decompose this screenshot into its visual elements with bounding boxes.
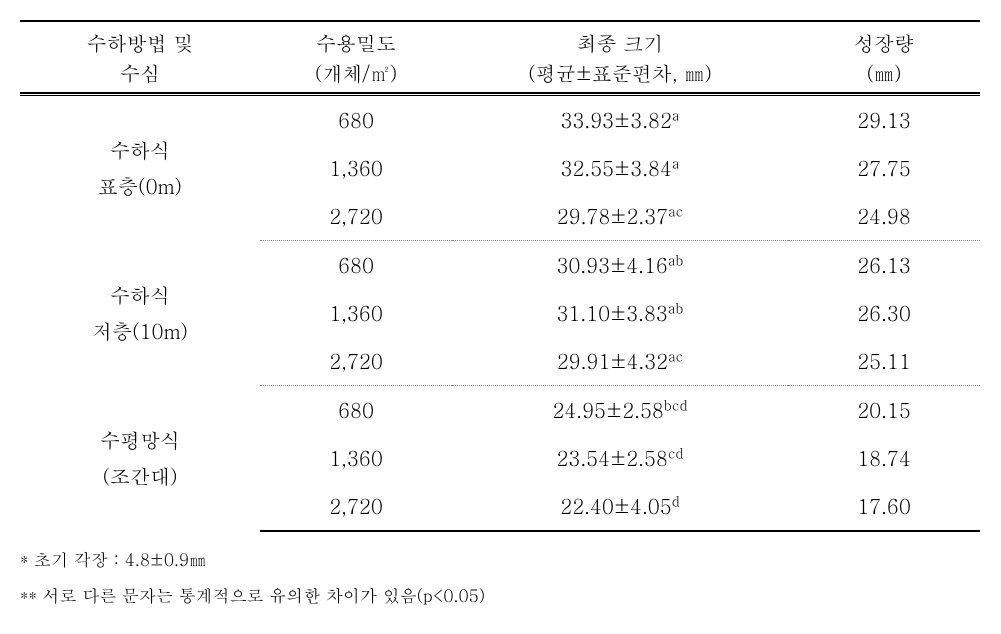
header-growth-l2: (㎜) xyxy=(866,58,901,87)
header-method-l2: 수심 xyxy=(120,58,160,87)
size-cell: 29.78±2.37ac xyxy=(452,192,788,241)
density-cell: 2,720 xyxy=(260,482,452,531)
header-density-l1: 수용밀도 xyxy=(316,28,396,57)
growth-cell: 26.30 xyxy=(788,289,980,337)
size-cell: 31.10±3.83ab xyxy=(452,289,788,337)
growth-cell: 29.13 xyxy=(788,95,980,145)
density-cell: 1,360 xyxy=(260,289,452,337)
method-line1: 수하식 xyxy=(110,280,170,309)
growth-cell: 27.75 xyxy=(788,144,980,192)
growth-cell: 18.74 xyxy=(788,434,980,482)
data-table: 수하방법 및 수심 수용밀도 (개체/㎡) 최종 크기 (평균±표준편차, ㎜)… xyxy=(20,20,980,532)
table-row: 수평망식(조간대)68024.95±2.58bcd20.15 xyxy=(20,386,980,435)
size-cell: 32.55±3.84a xyxy=(452,144,788,192)
size-sup: ab xyxy=(668,249,684,269)
footnote-2: ** 서로 다른 문자는 통계적으로 유의한 차이가 있음(p<0.05) xyxy=(20,578,980,612)
header-growth-l1: 성장량 xyxy=(854,28,914,57)
size-cell: 23.54±2.58cd xyxy=(452,434,788,482)
method-cell: 수하식표층(0m) xyxy=(20,95,260,241)
size-sup: a xyxy=(672,104,680,124)
size-sup: a xyxy=(672,152,680,172)
density-cell: 1,360 xyxy=(260,434,452,482)
header-size-l2: (평균±표준편차, ㎜) xyxy=(528,58,712,87)
growth-cell: 26.13 xyxy=(788,241,980,290)
method-cell: 수하식저층(10m) xyxy=(20,241,260,386)
growth-cell: 17.60 xyxy=(788,482,980,531)
method-line1: 수하식 xyxy=(110,135,170,164)
size-sup: ac xyxy=(668,345,683,365)
table-body: 수하식표층(0m)68033.93±3.82a29.131,36032.55±3… xyxy=(20,95,980,532)
table-row: 수하식표층(0m)68033.93±3.82a29.13 xyxy=(20,95,980,145)
method-cell: 수평망식 (조간대) xyxy=(20,386,260,532)
density-cell: 680 xyxy=(260,386,452,435)
size-sup: ab xyxy=(668,297,684,317)
growth-cell: 24.98 xyxy=(788,192,980,241)
size-sup: cd xyxy=(668,442,684,462)
size-cell: 24.95±2.58bcd xyxy=(452,386,788,435)
table-row: 수하식저층(10m)68030.93±4.16ab26.13 xyxy=(20,241,980,290)
header-density: 수용밀도 (개체/㎡) xyxy=(260,21,452,93)
growth-cell: 20.15 xyxy=(788,386,980,435)
method-line2: 저층(10m) xyxy=(92,316,188,345)
density-cell: 1,360 xyxy=(260,144,452,192)
growth-cell: 25.11 xyxy=(788,337,980,386)
method-line2: 표층(0m) xyxy=(98,171,182,200)
footnote-1: * 초기 각장 : 4.8±0.9㎜ xyxy=(20,542,980,576)
header-method: 수하방법 및 수심 xyxy=(20,21,260,93)
header-size-l1: 최종 크기 xyxy=(577,28,664,57)
header-method-l1: 수하방법 및 xyxy=(87,28,194,57)
size-cell: 33.93±3.82a xyxy=(452,95,788,145)
method-line2: (조간대) xyxy=(102,461,177,490)
size-cell: 30.93±4.16ab xyxy=(452,241,788,290)
size-sup: d xyxy=(672,490,680,510)
density-cell: 680 xyxy=(260,241,452,290)
size-cell: 22.40±4.05d xyxy=(452,482,788,531)
size-cell: 29.91±4.32ac xyxy=(452,337,788,386)
size-sup: ac xyxy=(668,200,683,220)
size-sup: bcd xyxy=(664,394,688,414)
density-cell: 2,720 xyxy=(260,192,452,241)
density-cell: 2,720 xyxy=(260,337,452,386)
method-line1: 수평망식 xyxy=(100,425,180,454)
density-cell: 680 xyxy=(260,95,452,145)
header-growth: 성장량 (㎜) xyxy=(788,21,980,93)
header-size: 최종 크기 (평균±표준편차, ㎜) xyxy=(452,21,788,93)
header-density-l2: (개체/㎡) xyxy=(315,58,398,87)
